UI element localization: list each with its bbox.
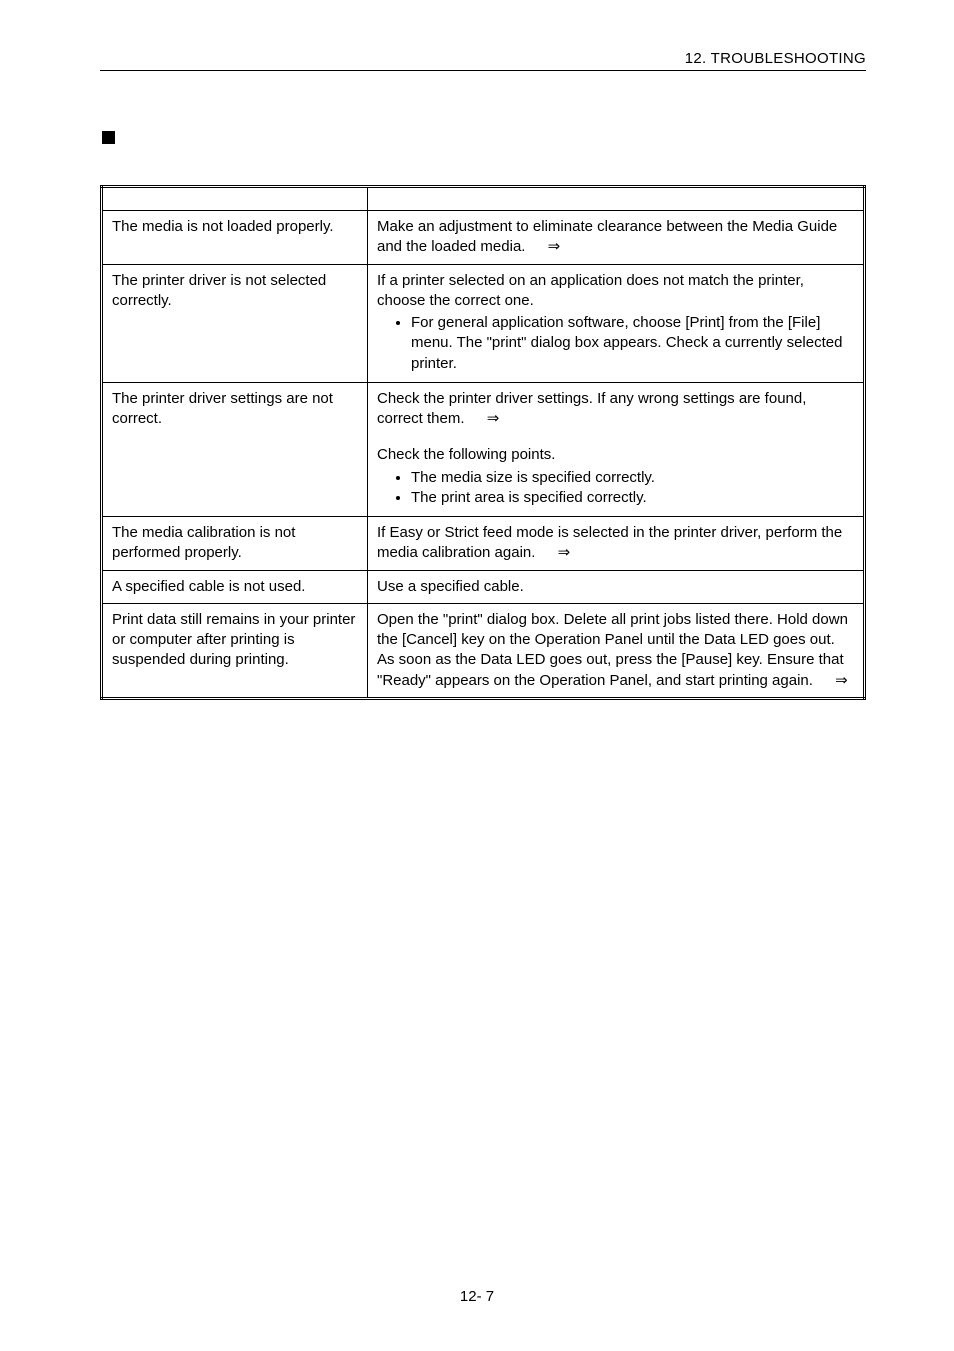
arrow-icon: ⇒	[817, 671, 848, 691]
solution-cell: If a printer selected on an application …	[368, 264, 865, 382]
cause-cell: The printer driver settings are not corr…	[102, 382, 368, 516]
table-row: Print data still remains in your printer…	[102, 603, 865, 698]
cause-cell: The media is not loaded properly.	[102, 211, 368, 265]
table-header-solution	[368, 187, 865, 211]
solution-text: Use a specified cable.	[377, 578, 524, 595]
cause-cell: The media calibration is not performed p…	[102, 517, 368, 571]
solution-cell: Use a specified cable.	[368, 570, 865, 603]
bullet-item: For general application software, choose…	[411, 313, 854, 374]
troubleshooting-table: The media is not loaded properly. Make a…	[100, 185, 866, 700]
cause-cell: Print data still remains in your printer…	[102, 603, 368, 698]
solution-cell: Make an adjustment to eliminate clearanc…	[368, 211, 865, 265]
arrow-icon: ⇒	[530, 237, 561, 257]
table-row: The media calibration is not performed p…	[102, 517, 865, 571]
solution-text: Make an adjustment to eliminate clearanc…	[377, 218, 837, 255]
cause-cell: A specified cable is not used.	[102, 570, 368, 603]
cause-cell: The printer driver is not selected corre…	[102, 264, 368, 382]
arrow-icon: ⇒	[469, 409, 500, 429]
header-section: 12. TROUBLESHOOTING	[100, 50, 866, 71]
solution-text: Check the printer driver settings. If an…	[377, 390, 806, 427]
table-row: A specified cable is not used. Use a spe…	[102, 570, 865, 603]
table-row: The printer driver is not selected corre…	[102, 264, 865, 382]
solution-text: As soon as the Data LED goes out, press …	[377, 651, 844, 688]
solution-subhead: Check the following points.	[377, 445, 854, 465]
solution-cell: Open the "print" dialog box. Delete all …	[368, 603, 865, 698]
solution-cell: Check the printer driver settings. If an…	[368, 382, 865, 516]
solution-text: If Easy or Strict feed mode is selected …	[377, 524, 842, 561]
page-number: 12- 7	[0, 1288, 954, 1305]
table-header-cause	[102, 187, 368, 211]
bullet-item: The print area is specified correctly.	[411, 488, 854, 508]
solution-cell: If Easy or Strict feed mode is selected …	[368, 517, 865, 571]
solution-text: Open the "print" dialog box. Delete all …	[377, 611, 848, 648]
bullet-item: The media size is specified correctly.	[411, 468, 854, 488]
solution-text: If a printer selected on an application …	[377, 272, 804, 309]
arrow-icon: ⇒	[540, 543, 571, 563]
section-bullet-icon	[102, 131, 115, 144]
table-row: The printer driver settings are not corr…	[102, 382, 865, 516]
table-row: The media is not loaded properly. Make a…	[102, 211, 865, 265]
